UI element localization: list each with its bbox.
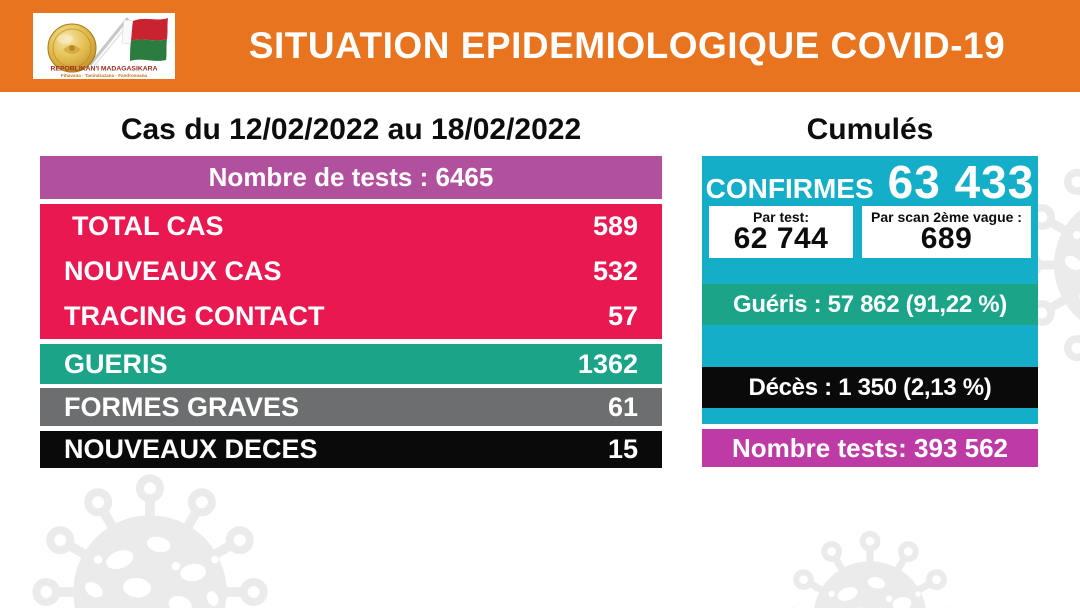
weekly-panel: Cas du 12/02/2022 au 18/02/2022 Nombre d… <box>40 104 662 468</box>
confirmed-label: CONFIRMES <box>705 173 874 204</box>
weekly-tests-bar: Nombre de tests : 6465 <box>40 156 662 199</box>
banner: REPOBLIKAN'I MADAGASIKARA Fitiavana - Ta… <box>0 0 1080 92</box>
stat-label: TOTAL CAS <box>72 211 224 241</box>
logo-motto-text: Fitiavana - Tanindrazana - Fandrosoana <box>61 73 148 78</box>
confirmed-value: 63 433 <box>887 156 1035 208</box>
page-title: SITUATION EPIDEMIOLOGIQUE COVID-19 <box>248 25 1006 66</box>
virus-watermark-icon <box>783 531 957 608</box>
confirmed-breakdown: Par test: 62 744 Par scan 2ème vague : 6… <box>702 206 1038 258</box>
by-test-box: Par test: 62 744 <box>709 206 853 258</box>
stat-label: FORMES GRAVES <box>64 391 300 422</box>
deaths-bar: Décès : 1 350 (2,13 %) <box>702 367 1038 408</box>
by-test-label: Par test: <box>752 209 810 225</box>
row-nouveaux-deces: NOUVEAUX DECES 15 <box>40 431 662 468</box>
row-tracing-contact: TRACING CONTACT 57 <box>40 294 662 339</box>
stat-value: 61 <box>607 391 638 422</box>
cumulative-panel: Cumulés CONFIRMES 63 433 Par test: 62 74… <box>702 104 1038 467</box>
row-nouveaux-cas: NOUVEAUX CAS 532 <box>40 249 662 294</box>
stat-label: NOUVEAUX DECES <box>64 434 318 464</box>
by-test-value: 62 744 <box>733 222 829 255</box>
stat-value: 15 <box>607 434 638 464</box>
row-formes-graves: FORMES GRAVES 61 <box>40 388 662 426</box>
cases-block: TOTAL CAS 589 NOUVEAUX CAS 532 TRACING C… <box>40 204 662 339</box>
by-scan-label: Par scan 2ème vague : <box>871 209 1022 225</box>
stat-label: GUERIS <box>64 348 168 379</box>
confirmed-box: CONFIRMES 63 433 Par test: 62 744 Par sc… <box>702 156 1038 424</box>
by-scan-value: 689 <box>920 222 973 255</box>
cumulative-tests-bar: Nombre tests: 393 562 <box>702 429 1038 467</box>
stat-value: 1362 <box>577 348 638 379</box>
weekly-heading: Cas du 12/02/2022 au 18/02/2022 <box>120 113 582 146</box>
logo-country-text: REPOBLIKAN'I MADAGASIKARA <box>51 66 158 73</box>
stat-value: 589 <box>592 211 638 241</box>
recovered-bar: Guéris : 57 862 (91,22 %) <box>702 284 1038 325</box>
stat-value: 57 <box>607 301 638 331</box>
confirmed-row: CONFIRMES 63 433 <box>702 156 1038 208</box>
virus-watermark-icon <box>32 474 267 608</box>
row-total-cas: TOTAL CAS 589 <box>40 204 662 249</box>
madagascar-logo: REPOBLIKAN'I MADAGASIKARA Fitiavana - Ta… <box>33 13 175 79</box>
stat-label: NOUVEAUX CAS <box>64 256 282 286</box>
madagascar-seal-icon: REPOBLIKAN'I MADAGASIKARA Fitiavana - Ta… <box>47 17 168 78</box>
row-gueris: GUERIS 1362 <box>40 344 662 384</box>
stat-label: TRACING CONTACT <box>64 301 325 331</box>
stat-value: 532 <box>592 256 638 286</box>
cumulative-heading: Cumulés <box>806 113 934 146</box>
by-scan-box: Par scan 2ème vague : 689 <box>862 206 1031 258</box>
